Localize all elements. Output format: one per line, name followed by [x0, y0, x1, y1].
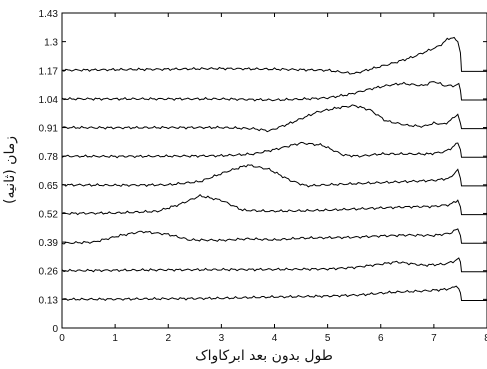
x-tick-label: 2 [165, 333, 171, 344]
x-axis-title: طول بدون بعد ابرکاواک [195, 348, 333, 364]
series-line [61, 36, 487, 75]
x-tick-label: 6 [378, 333, 384, 344]
y-tick-label: 0.52 [39, 209, 59, 220]
y-tick-label: 0.39 [39, 238, 59, 249]
series-line [61, 81, 487, 102]
y-axis-title: زمان (ثانیه) [2, 136, 18, 204]
y-tick-label: 1.17 [39, 66, 59, 77]
y-tick-label: 0.65 [39, 181, 59, 192]
y-tick-label: 1.3 [44, 38, 58, 49]
series-line [61, 104, 487, 133]
series-line [61, 257, 487, 273]
series-line [61, 141, 487, 159]
x-tick-label: 1 [112, 333, 118, 344]
x-tick-label: 7 [431, 333, 437, 344]
x-tick-label: 0 [59, 333, 65, 344]
series-line [62, 164, 487, 188]
series-line [61, 228, 487, 245]
x-tick-label: 5 [325, 333, 331, 344]
y-tick-label: 1.04 [39, 95, 59, 106]
y-axis-ticks: 0 0.13 0.26 0.39 0.52 0.65 0.78 0.91 1.04 1.17 1.3… [39, 9, 487, 335]
y-tick-label: 1.43 [39, 9, 59, 20]
y-tick-label: 0 [52, 324, 58, 335]
x-tick-label: 4 [272, 333, 278, 344]
y-tick-label: 0.78 [39, 152, 59, 163]
y-tick-label: 0.91 [39, 124, 59, 135]
series-layer [61, 36, 487, 302]
y-tick-label: 0.26 [39, 267, 59, 278]
series-line [61, 285, 487, 302]
x-axis-ticks: 0 1 2 3 4 5 6 7 8 [59, 13, 487, 344]
series-line [61, 193, 487, 216]
plot-frame [61, 12, 487, 329]
x-tick-label: 3 [219, 333, 225, 344]
x-tick-label: 8 [484, 333, 487, 344]
y-tick-label: 0.13 [39, 295, 59, 306]
